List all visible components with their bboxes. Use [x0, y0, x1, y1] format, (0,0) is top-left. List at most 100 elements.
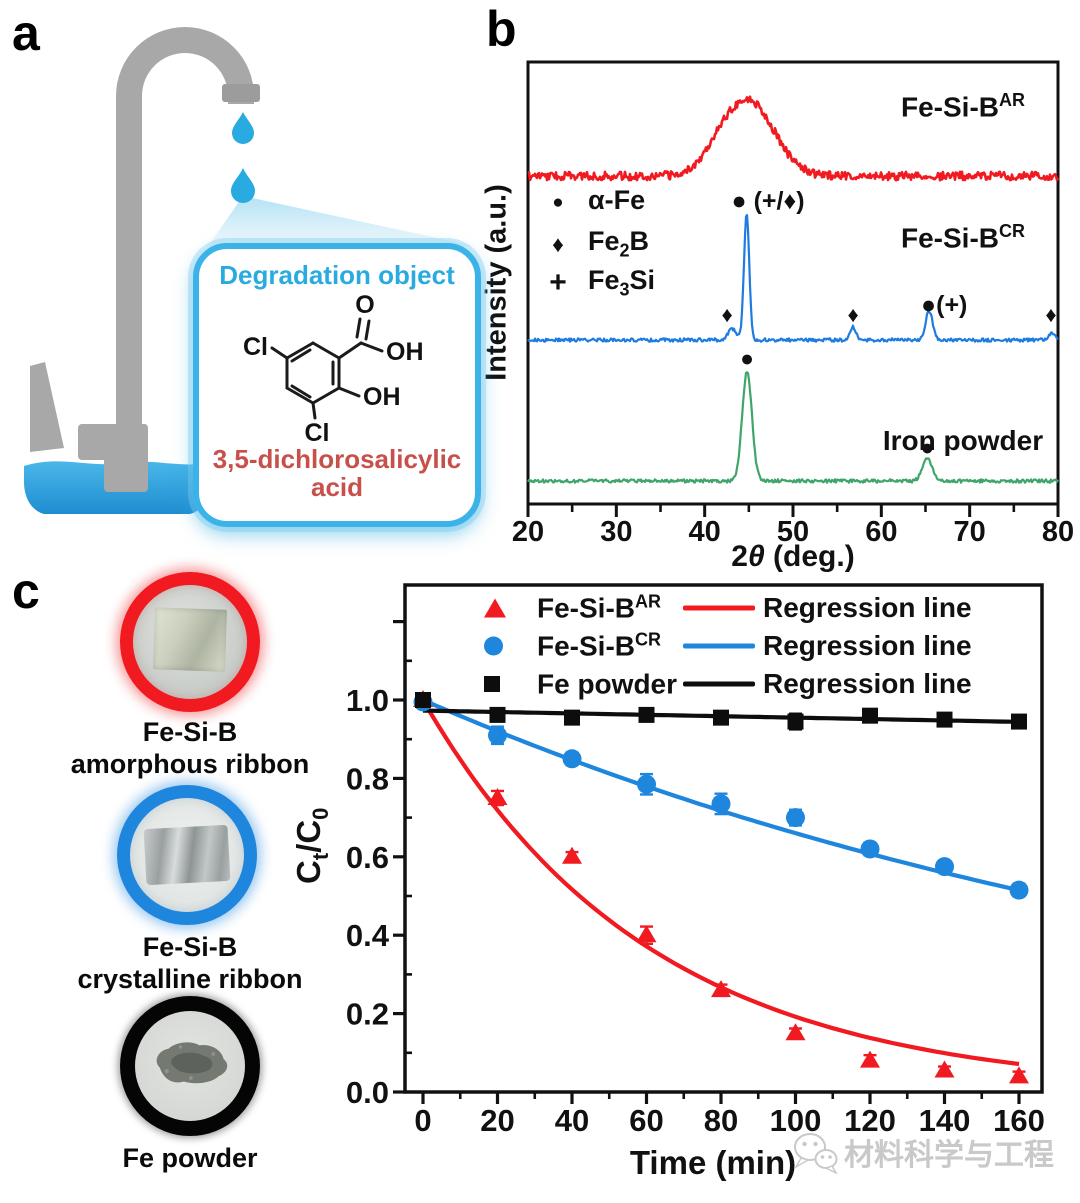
tick-label: 100	[770, 1103, 822, 1138]
data-point-triangle	[785, 1023, 806, 1041]
tick-label: 30	[600, 516, 632, 548]
tick-label: 40	[555, 1103, 589, 1138]
xrd-legend-row-fe2b: ♦ Fe2B	[540, 226, 649, 262]
data-point-circle	[860, 839, 880, 859]
atom-cl-top: Cl	[243, 333, 268, 361]
tick-label: 140	[919, 1103, 971, 1138]
kinetics-frame	[403, 583, 1044, 1094]
data-point-square	[862, 707, 878, 724]
xrd-legend-label: Fe2B	[588, 226, 650, 261]
degradation-callout: Degradation object Cl O OH OH	[193, 243, 481, 527]
data-point-circle	[488, 725, 507, 745]
fe2b-marker-icon: ♦	[552, 230, 564, 257]
tick-label: 20	[480, 1103, 514, 1138]
xrd-legend-row-alpha-fe: ● α-Fe	[540, 185, 645, 221]
kinetics-legend-row-0: Fe-Si-BAR Regression line	[0, 589, 1080, 627]
tick-label: 0.2	[346, 997, 389, 1032]
tick-label: ●(+)	[921, 291, 967, 319]
data-point-square	[638, 706, 655, 723]
data-point-triangle	[562, 846, 582, 864]
acid-name: 3,5-dichlorosalicylic acid	[199, 445, 475, 501]
tick-label: ●	[740, 345, 754, 371]
tick-label: 70	[954, 516, 986, 548]
tick-label: ♦	[722, 302, 733, 327]
tick-label: 120	[844, 1103, 896, 1138]
data-point-triangle	[636, 925, 657, 943]
xrd-curve	[527, 95, 1060, 182]
data-point-circle	[1009, 880, 1029, 900]
square-marker-icon	[484, 676, 500, 692]
kinetics-legend-label: Fe-Si-BCR	[537, 629, 661, 662]
regression-line-swatch	[683, 681, 755, 687]
panel-b-label: b	[486, 1, 517, 57]
kinetics-legend-label: Fe-Si-BAR	[537, 591, 661, 624]
data-point-triangle	[711, 980, 731, 998]
alpha-fe-marker-icon: ●	[552, 192, 564, 213]
tick-label: 80	[704, 1103, 738, 1138]
panel-a-label: a	[12, 5, 40, 61]
xrd-x-axis-label: 2θ (deg.)	[731, 540, 855, 573]
tick-label: 60	[629, 1103, 663, 1138]
tick-label: 40	[689, 516, 721, 548]
kinetics-y-axis-label: Ct/C0	[290, 807, 333, 885]
xrd-curve	[527, 214, 1059, 343]
xrd-legend-label: Fe3Si	[588, 265, 656, 300]
watermark: 材料科学与工程	[790, 1130, 1054, 1174]
data-point-square	[564, 709, 580, 726]
kinetics-legend-row-1: Fe-Si-BCR Regression line	[0, 627, 1080, 665]
regression-line-label: Regression line	[763, 592, 972, 623]
tick-label: 50	[777, 516, 809, 548]
faucet-spout-collar	[222, 84, 260, 102]
tick-label: 20	[512, 516, 544, 548]
fe3si-marker-icon: +	[549, 266, 567, 299]
powder-pile	[156, 1042, 228, 1084]
regression-line-swatch	[683, 605, 755, 611]
tick-label: ♦	[847, 302, 858, 327]
data-point-square	[936, 711, 953, 728]
triangle-marker-icon	[484, 598, 506, 618]
tick-label: ●	[920, 434, 934, 460]
data-point-square	[489, 706, 506, 723]
tick-label: 0.4	[346, 918, 390, 953]
data-point-triangle	[860, 1050, 880, 1068]
tick-label: 60	[865, 516, 897, 548]
data-point-triangle	[934, 1060, 955, 1078]
data-point-square	[1011, 713, 1027, 730]
atom-oh-top: OH	[386, 338, 424, 366]
xrd-series-label-iron-powder: Iron powder	[882, 425, 1044, 456]
molecule-structure: Cl O OH OH Cl	[243, 291, 424, 447]
data-point-triangle	[1009, 1066, 1029, 1084]
faucet-illustration	[24, 27, 474, 514]
data-point-circle	[637, 774, 656, 794]
caption-crystalline: Fe-Si-B crystalline ribbon	[77, 932, 303, 994]
tick-label: 0.6	[346, 840, 389, 875]
photo-crystalline-ribbon	[117, 785, 257, 925]
acid-name-line1: 3,5-dichlorosalicylic	[212, 444, 462, 474]
caption-fe-powder: Fe powder	[122, 1143, 258, 1173]
circle-marker-icon	[484, 636, 503, 656]
xrd-legend-label: α-Fe	[588, 185, 646, 216]
data-point-square	[787, 713, 804, 730]
xrd-curve	[527, 371, 1059, 484]
acid-name-line2: acid	[310, 472, 364, 502]
data-point-circle	[711, 794, 731, 814]
atom-oh-mid: OH	[363, 383, 401, 411]
regression-line-label: Regression line	[763, 630, 972, 661]
data-point-circle	[935, 857, 954, 877]
tick-label: 80	[1042, 516, 1074, 548]
faucet-base-column	[104, 424, 148, 492]
atom-o-top: O	[355, 291, 374, 319]
kinetics-legend-label: Fe powder	[537, 668, 678, 700]
atom-cl-bottom: Cl	[305, 419, 330, 447]
tick-label: 0	[414, 1103, 431, 1138]
photo-fe-powder	[120, 996, 260, 1136]
spray-cone	[204, 196, 474, 252]
data-point-circle	[562, 749, 582, 769]
xrd-legend-row-fe3si: + Fe3Si	[540, 265, 655, 301]
regression-line-label: Regression line	[763, 668, 972, 699]
data-point-square	[415, 692, 431, 708]
kinetics-x-axis-label: Time (min)	[629, 1144, 797, 1181]
tick-label: 1.0	[346, 683, 389, 718]
tick-label: 160	[993, 1103, 1045, 1138]
